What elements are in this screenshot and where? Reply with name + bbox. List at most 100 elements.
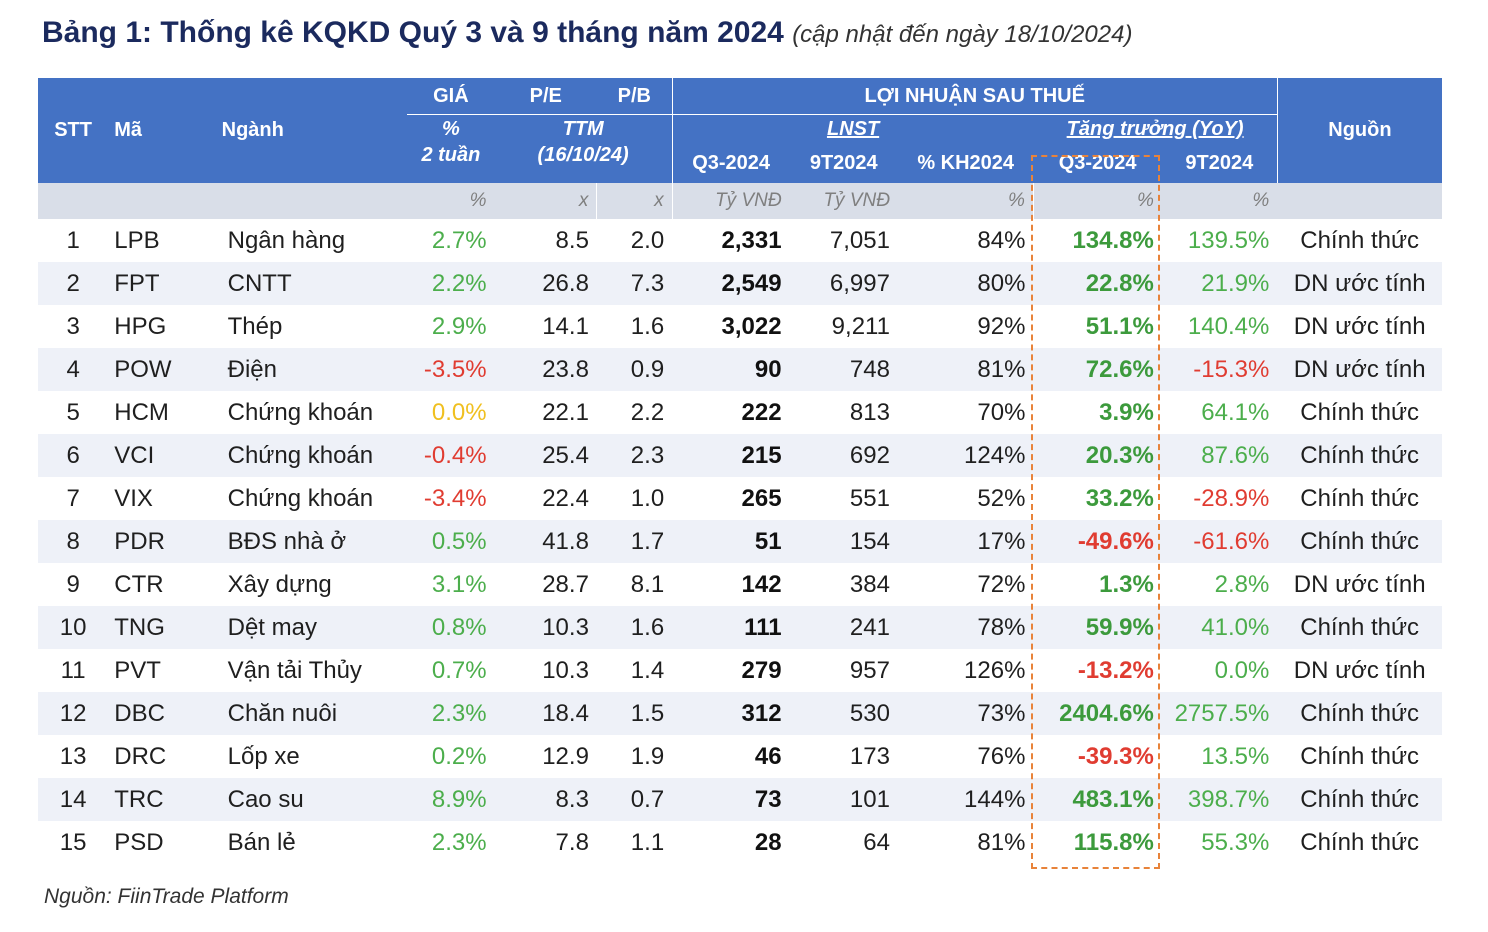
cell-nganh: Dệt may [221,606,408,649]
header-lnst-group: LỢI NHUẬN SAU THUẾ [671,78,1278,115]
cell-lnst-9t: 6,997 [789,262,898,305]
cell-kh: 76% [977,742,1026,770]
cell-pb: 1.1 [630,828,665,856]
cell-growth-9t: 21.9% [1161,262,1278,305]
header-ttm-date: (16/10/24) [494,144,673,183]
cell-growth-q3: 51.1% [1085,312,1154,340]
cell-pe: 7.8 [555,828,589,856]
table-row: 12 DBC Chăn nuôi 2.3% 18.4 1.5 312 530 73% 2404.6… [38,692,1442,735]
cell-pb: 8.1 [630,570,665,598]
cell-nguon: DN ước tính [1277,348,1442,391]
cell-nguon: Chính thức [1300,484,1420,512]
cell-nganh: CNTT [221,262,408,305]
cell-stt: 12 [38,692,109,735]
cell-nguon: Chính thức [1300,226,1420,254]
table-row: 3 HPG Thép 2.9% 14.1 1.6 3,022 9,211 92% 51.1% 140… [38,305,1442,348]
cell-lnst-q3: 2,549 [672,262,790,305]
cell-lnst-q3: 142 [741,570,782,598]
cell-pe: 22.4 [542,484,589,512]
unit-pb: x [596,183,673,219]
table-row: 9 CTR Xây dựng 3.1% 28.7 8.1 142 384 72% 1.3% 2.8%… [38,563,1442,606]
units-row: % x x Tỷ VNĐ Tỷ VNĐ % % % [38,183,1442,219]
cell-nguon: Chính thức [1300,398,1420,426]
cell-lnst-q3: 28 [754,828,782,856]
cell-stt: 1 [66,226,80,254]
cell-gia: 0.8% [407,606,495,649]
cell-pb: 1.4 [630,656,665,684]
cell-lnst-9t: 241 [789,606,898,649]
cell-stt: 10 [38,606,109,649]
cell-gia: 2.7% [431,226,487,254]
cell-pb: 1.9 [630,742,665,770]
cell-growth-q3: 2404.6% [1033,692,1162,735]
cell-kh: 73% [897,692,1034,735]
source-note: Nguồn: FiinTrade Platform [44,885,289,908]
cell-nganh: Ngân hàng [227,226,346,254]
header-pb: P/B [596,78,673,115]
header-growth-q3: Q3-2024 [1033,144,1162,183]
cell-lnst-q3: 3,022 [721,312,782,340]
cell-pe: 22.1 [542,398,589,426]
header-tang-truong: Tăng trưởng (YoY) [1066,118,1244,140]
unit-pe: x [494,183,597,219]
cell-gia: 2.3% [407,692,495,735]
cell-pe: 25.4 [494,434,597,477]
cell-stt: 15 [59,828,87,856]
cell-pe: 8.3 [494,778,597,821]
cell-kh: 81% [897,348,1034,391]
unit-kh: % [897,183,1034,219]
cell-pb: 0.9 [596,348,673,391]
table-row: 1 LPB Ngân hàng 2.7% 8.5 2.0 2,331 7,051 84% 134.… [38,219,1442,262]
cell-nguon: Chính thức [1300,742,1420,770]
cell-lnst-q3: 73 [672,778,790,821]
cell-ma: TNG [108,606,222,649]
cell-gia: 0.7% [431,656,487,684]
cell-lnst-q3: 46 [754,742,782,770]
cell-growth-q3: 22.8% [1033,262,1162,305]
table-row: 6 VCI Chứng khoán -0.4% 25.4 2.3 215 692 124% 20.… [38,434,1442,477]
cell-pb: 7.3 [596,262,673,305]
header-stt: STT [38,78,109,183]
cell-gia: -3.4% [423,484,487,512]
cell-kh: 84% [977,226,1026,254]
cell-lnst-9t: 384 [849,570,890,598]
cell-growth-9t: -61.6% [1161,520,1278,563]
cell-lnst-9t: 551 [849,484,890,512]
cell-pe: 10.3 [542,656,589,684]
cell-lnst-q3: 90 [672,348,790,391]
header-pe: P/E [494,78,597,115]
cell-gia: 2.9% [431,312,487,340]
cell-growth-9t: -15.3% [1161,348,1278,391]
cell-pe: 10.3 [494,606,597,649]
header-nganh: Ngành [221,78,408,183]
cell-lnst-9t: 101 [789,778,898,821]
cell-nganh: Chứng khoán [227,484,374,512]
cell-nganh: Xây dựng [227,570,332,598]
table-row: 5 HCM Chứng khoán 0.0% 22.1 2.2 222 813 70% 3.9% 6… [38,391,1442,434]
cell-growth-9t: 2757.5% [1161,692,1278,735]
cell-pb: 2.0 [630,226,665,254]
cell-gia: 2.2% [407,262,495,305]
cell-growth-q3: -13.2% [1077,656,1154,684]
cell-lnst-q3: 265 [741,484,782,512]
cell-lnst-9t: 530 [789,692,898,735]
cell-stt: 4 [38,348,109,391]
cell-growth-q3: 3.9% [1099,398,1154,426]
cell-growth-9t: 139.5% [1187,226,1270,254]
cell-kh: 81% [977,828,1026,856]
cell-ma: TRC [108,778,222,821]
header-kh: % KH2024 [897,144,1034,183]
cell-lnst-9t: 173 [849,742,890,770]
header-ttm: TTM [494,114,673,144]
cell-nguon: DN ước tính [1277,262,1442,305]
cell-gia: -0.4% [407,434,495,477]
cell-nguon: DN ước tính [1293,570,1426,598]
cell-growth-9t: 55.3% [1201,828,1270,856]
cell-pe: 28.7 [542,570,589,598]
cell-nguon: Chính thức [1277,606,1442,649]
cell-nganh: Điện [221,348,408,391]
table-row: 4 POW Điện -3.5% 23.8 0.9 90 748 81% 72.6% -15.3% D… [38,348,1442,391]
cell-growth-q3: 115.8% [1073,828,1154,856]
cell-nguon: Chính thức [1300,828,1420,856]
cell-kh: 80% [897,262,1034,305]
